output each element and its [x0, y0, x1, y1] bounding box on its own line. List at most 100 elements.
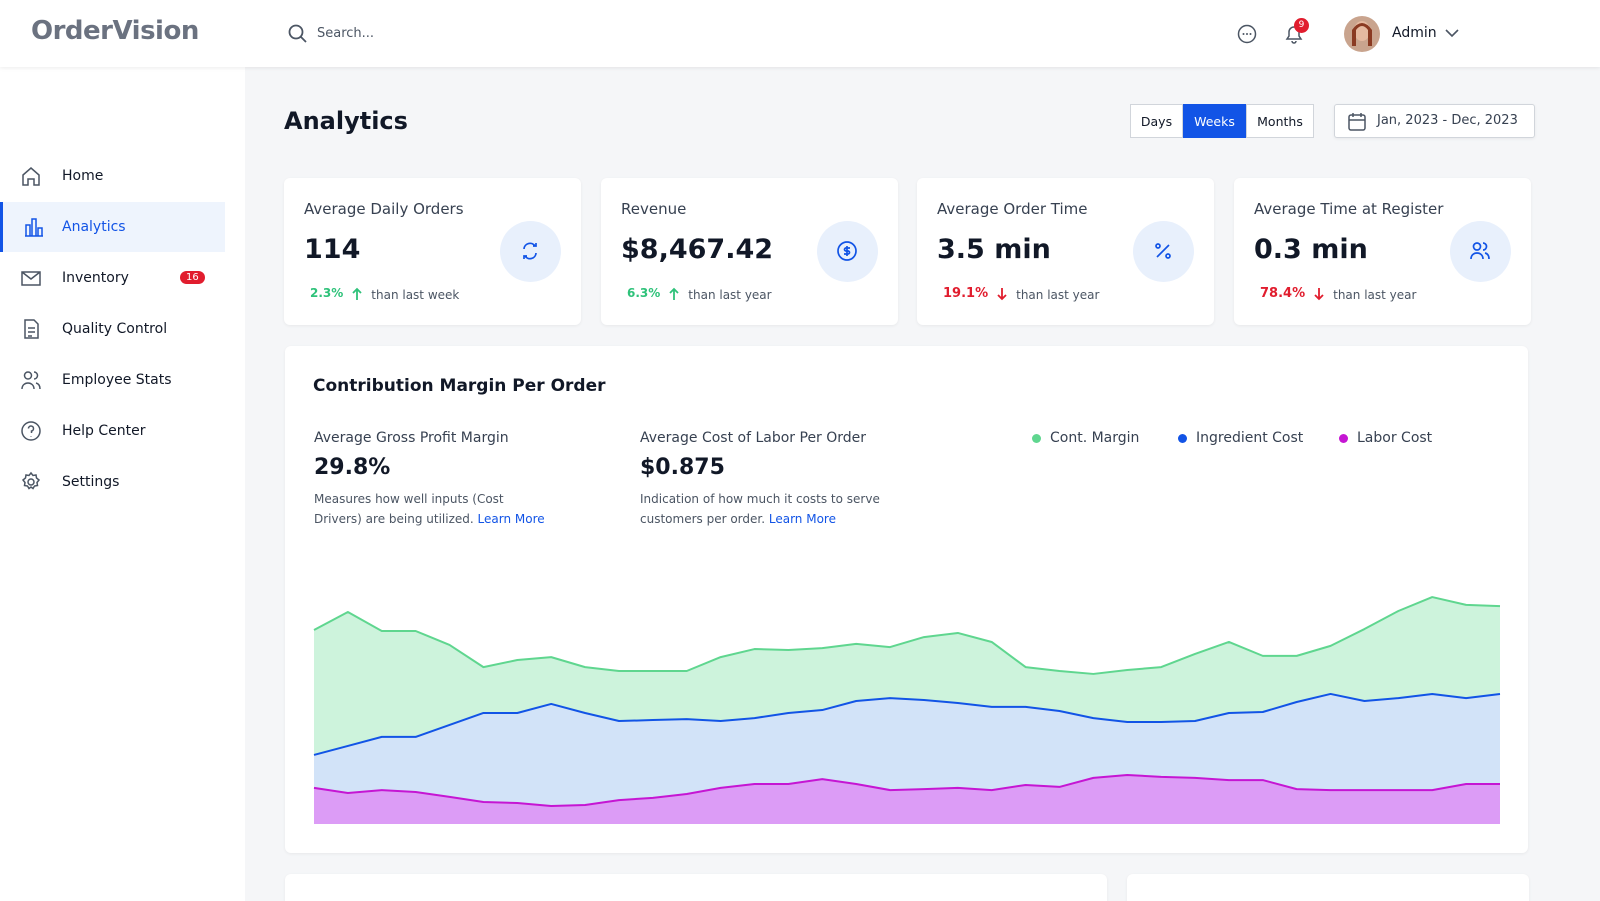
- icon-shape: [24, 319, 39, 339]
- page-title: Analytics: [284, 107, 408, 135]
- legend-item: Cont. Margin: [1032, 430, 1139, 446]
- stat-value: 3.5 min: [937, 234, 1051, 265]
- nav-label: Quality Control: [62, 321, 168, 337]
- range-tab[interactable]: Days: [1130, 104, 1183, 138]
- legend-label: Cont. Margin: [1050, 430, 1140, 446]
- icon-shape: [22, 167, 40, 186]
- summary-value: $0.875: [640, 455, 725, 480]
- bottom-card: [285, 874, 1107, 901]
- area-chart: [313, 596, 1501, 824]
- stat-compare: than last year: [1016, 288, 1100, 302]
- learn-more-link[interactable]: Learn More: [768, 512, 836, 526]
- nav-item[interactable]: Inventory 16: [0, 253, 225, 303]
- arrow-shape: [997, 288, 1007, 301]
- nav-item[interactable]: Settings: [0, 457, 225, 507]
- user-name[interactable]: Admin: [1392, 25, 1437, 41]
- summary-value: 29.8%: [314, 455, 391, 480]
- legend-item: Labor Cost: [1339, 430, 1432, 446]
- legend-swatch: [1032, 433, 1041, 443]
- nav-icon: [24, 319, 39, 339]
- date-range: Jan, 2023 - Dec, 2023: [1377, 113, 1518, 128]
- nav-label: Settings: [62, 474, 120, 490]
- summary-label: Average Gross Profit Margin: [314, 430, 509, 446]
- stat-card: Average Daily Orders 114 2.3% than last wee…: [284, 178, 581, 325]
- icon-shape: [837, 241, 857, 261]
- stat-value: 114: [304, 234, 361, 265]
- search-icon: [288, 24, 307, 43]
- summary-label: Average Cost of Labor Per Order: [640, 430, 867, 446]
- legend-label: Ingredient Cost: [1196, 430, 1304, 446]
- legend-swatch: [1339, 433, 1348, 443]
- description-text: Indication of how much it costs to serve…: [640, 492, 880, 526]
- icon-shape: [25, 218, 43, 237]
- area: [314, 774, 1500, 824]
- nav-item[interactable]: Help Center: [0, 406, 225, 456]
- range-tab[interactable]: Weeks: [1183, 104, 1246, 138]
- icon-shape: [21, 421, 41, 441]
- calendar-icon: [1348, 113, 1366, 131]
- nav-item[interactable]: Analytics: [0, 202, 225, 252]
- range-tabs: Days Weeks Months: [1130, 104, 1314, 138]
- stat-icon: [817, 221, 878, 282]
- stat-card: Revenue $8,467.42 6.3% than last year: [601, 178, 898, 325]
- stat-compare: than last year: [688, 288, 772, 302]
- learn-more-link[interactable]: Learn More: [477, 512, 545, 526]
- stat-label: Revenue: [621, 200, 687, 218]
- trend-arrow: [669, 287, 679, 300]
- stat-change: 78.4%: [1260, 286, 1306, 301]
- icon-shape: [21, 371, 41, 390]
- arrow-shape: [352, 287, 362, 300]
- icon: [523, 242, 537, 260]
- nav-icon: [22, 167, 40, 186]
- stat-label: Average Time at Register: [1254, 200, 1444, 218]
- nav-label: Inventory: [62, 270, 129, 286]
- arrow-shape: [669, 287, 679, 300]
- sidebar: Home Analytics Inventory 16 Quality Control E…: [0, 67, 245, 901]
- chart-card: Contribution Margin Per Order Average Gr…: [285, 346, 1528, 853]
- legend-label: Labor Cost: [1357, 430, 1433, 446]
- stat-label: Average Order Time: [937, 200, 1088, 218]
- stat-value: $8,467.42: [621, 234, 774, 265]
- range-tab[interactable]: Months: [1246, 104, 1314, 138]
- nav-icon: [21, 421, 41, 441]
- logo[interactable]: OrderVision: [31, 16, 199, 46]
- icon-shape: [1155, 243, 1171, 259]
- nav-label: Home: [62, 168, 104, 184]
- stat-icon: [1133, 221, 1194, 282]
- trend-arrow: [997, 288, 1007, 301]
- avatar[interactable]: [1344, 16, 1380, 52]
- stat-card: Average Order Time 3.5 min 19.1% than last …: [917, 178, 1214, 325]
- line: [313, 692, 1501, 756]
- nav-badge: 16: [180, 271, 205, 284]
- icon: [1155, 243, 1171, 259]
- icon: [1470, 242, 1490, 260]
- stat-label: Average Daily Orders: [304, 200, 464, 218]
- stat-icon: [1450, 221, 1511, 282]
- notification-badge: 9: [1294, 18, 1309, 33]
- chat-icon[interactable]: [1237, 24, 1257, 44]
- nav-item[interactable]: Employee Stats: [0, 355, 225, 405]
- summary-description: Indication of how much it costs to serve…: [640, 489, 885, 529]
- chart-title: Contribution Margin Per Order: [313, 376, 606, 396]
- date-range-picker[interactable]: Jan, 2023 - Dec, 2023: [1334, 104, 1535, 138]
- icon-shape: [21, 471, 41, 490]
- icon-shape: [1470, 242, 1490, 260]
- top-bar: OrderVision Search... 9 Admin: [0, 0, 1600, 67]
- stat-change: 19.1%: [943, 286, 989, 301]
- search-input[interactable]: Search...: [317, 26, 375, 41]
- stat-compare: than last year: [1333, 288, 1417, 302]
- nav-icon: [21, 371, 41, 390]
- nav-label: Help Center: [62, 423, 146, 439]
- stat-compare: than last week: [371, 288, 460, 302]
- stat-icon: [500, 221, 561, 282]
- nav-item[interactable]: Home: [0, 151, 225, 201]
- trend-arrow: [352, 287, 362, 300]
- nav-item[interactable]: Quality Control: [0, 304, 225, 354]
- dropdown-caret[interactable]: [1445, 28, 1459, 38]
- nav-icon: [21, 271, 41, 286]
- description-text: Measures how well inputs (Cost Drivers) …: [314, 492, 504, 526]
- icon-shape: [21, 271, 41, 286]
- line: [313, 596, 1501, 675]
- icon-shape: [523, 242, 537, 260]
